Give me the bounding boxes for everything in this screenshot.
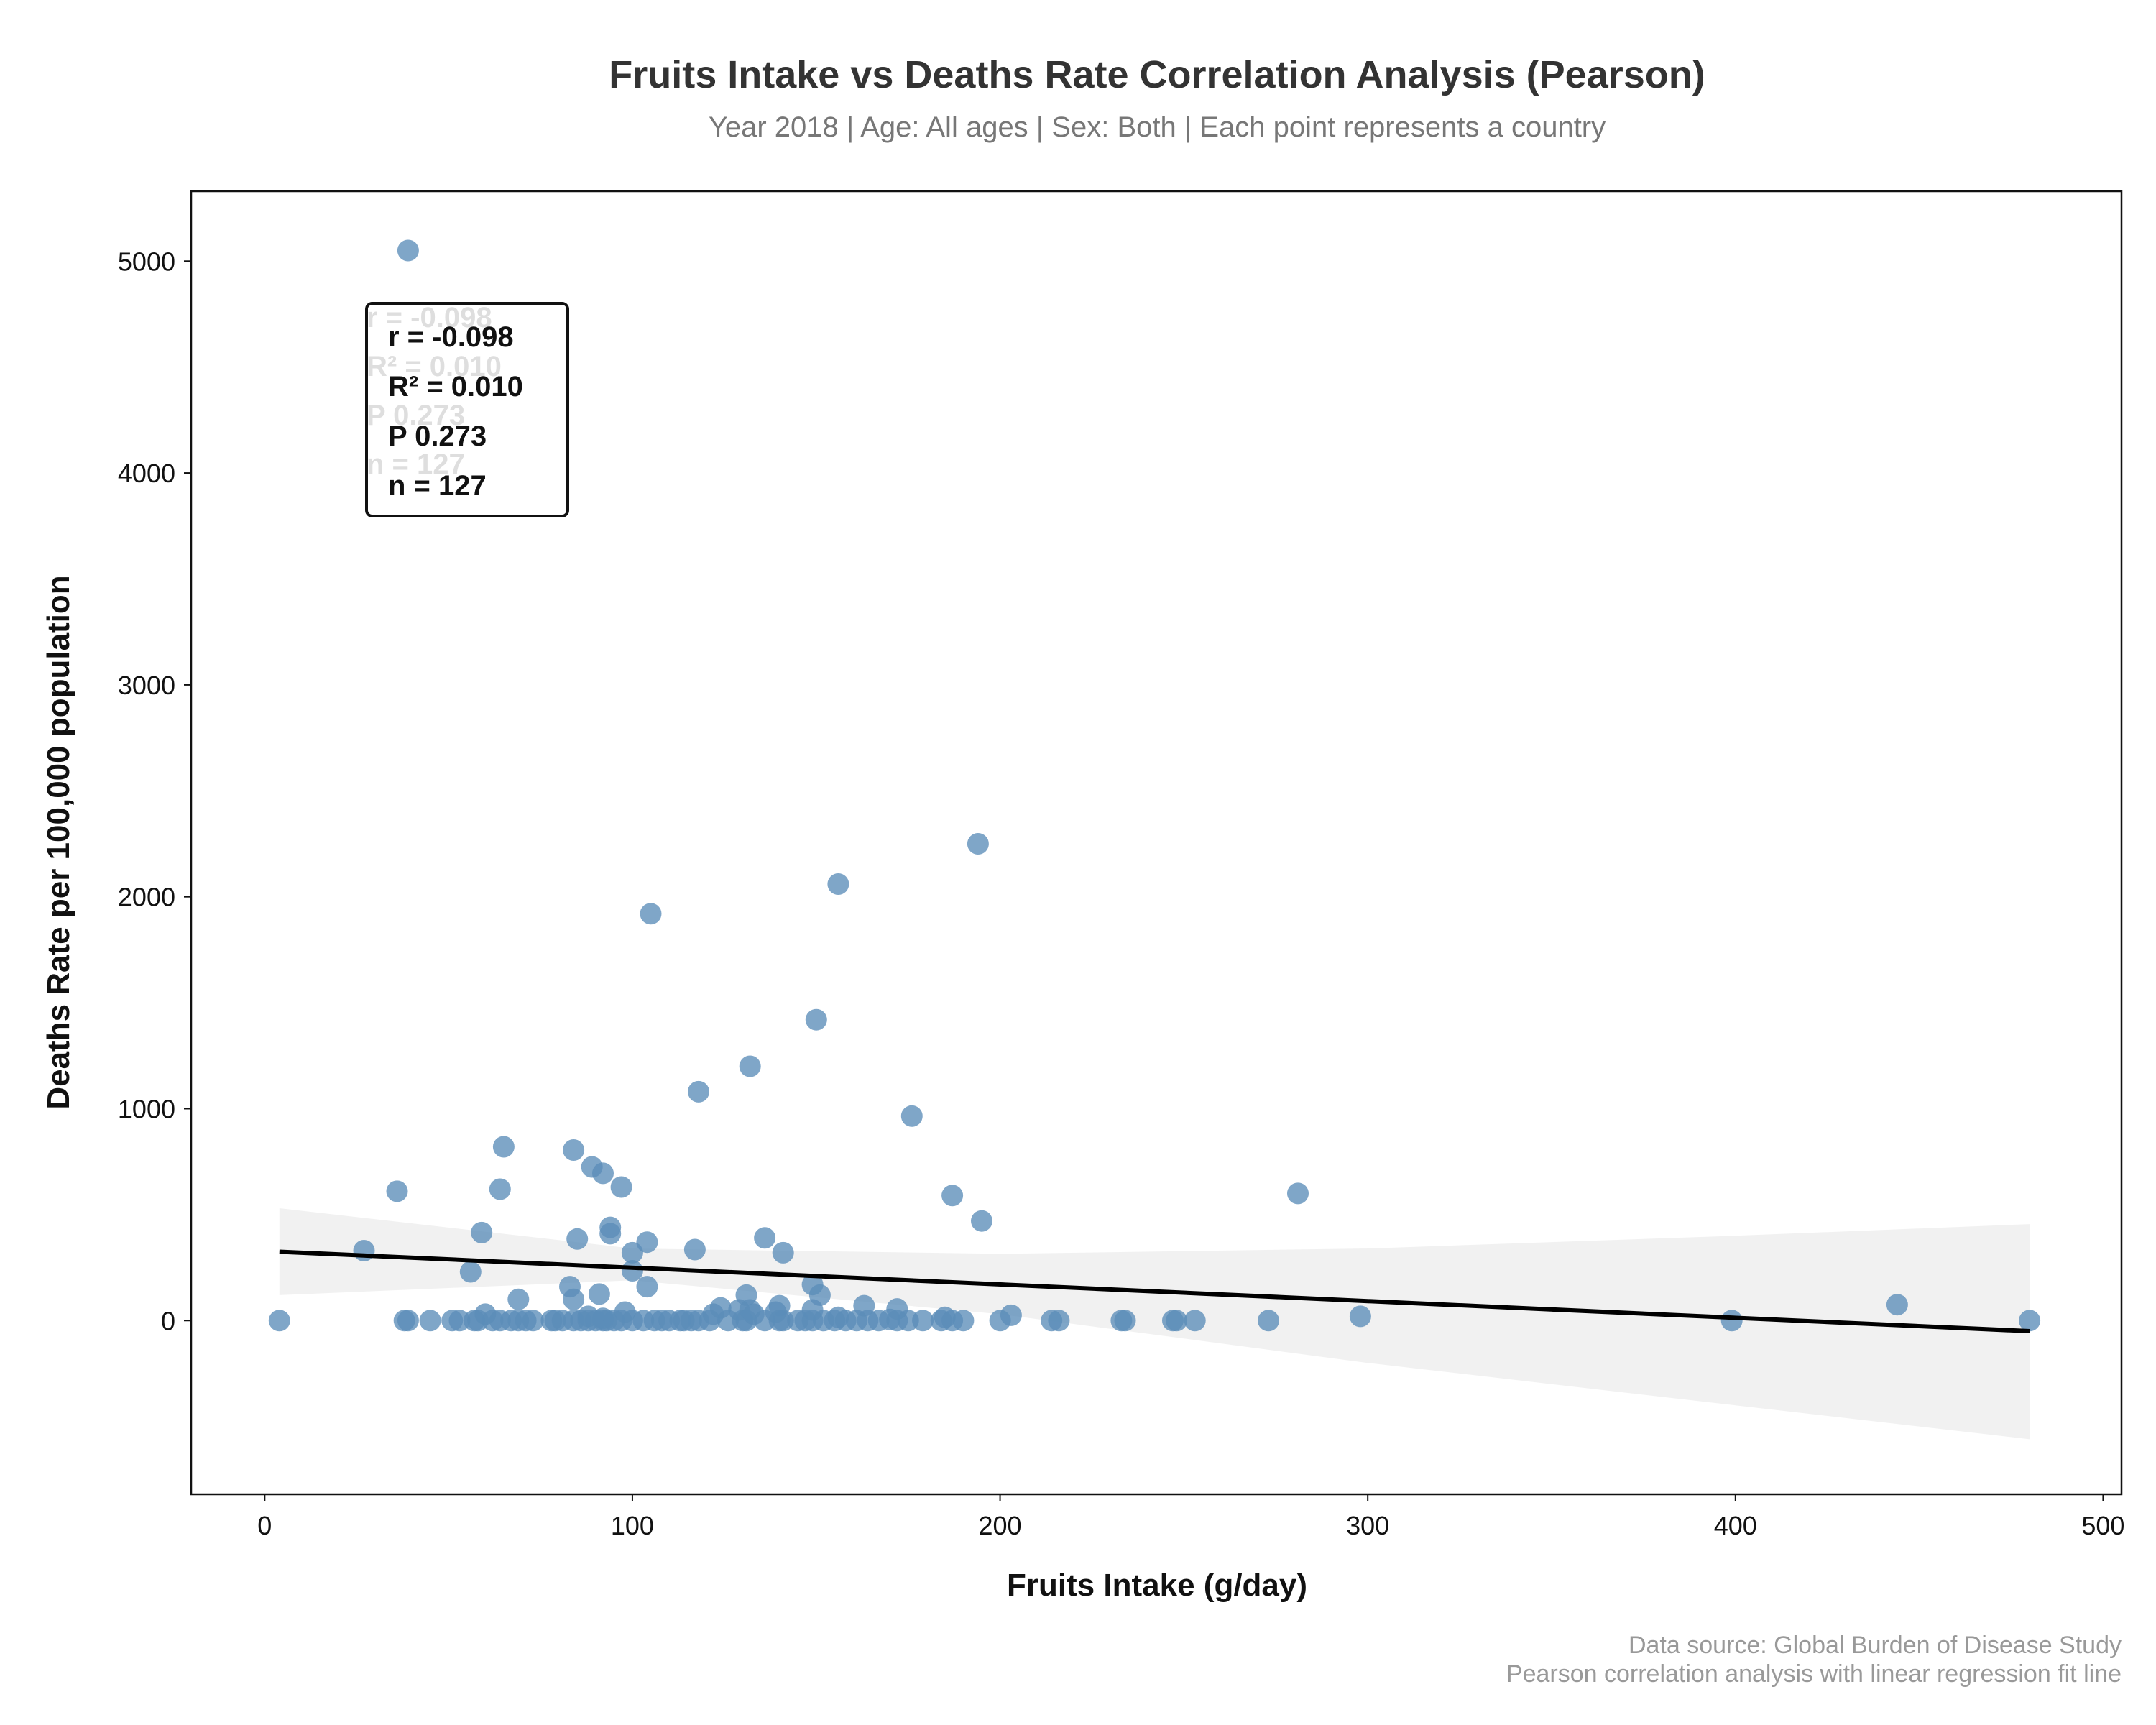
data-point [551, 1310, 573, 1332]
data-point [912, 1310, 934, 1332]
data-point [268, 1310, 290, 1332]
y-tick-label: 1000 [118, 1094, 175, 1123]
confidence-band [279, 1208, 2030, 1440]
stat-r: r = -0.098 [388, 321, 514, 353]
x-tick-label: 500 [2081, 1511, 2124, 1540]
data-point [739, 1055, 761, 1077]
data-point [1048, 1310, 1070, 1332]
data-point [1287, 1182, 1309, 1205]
data-point [1114, 1310, 1136, 1332]
data-point [471, 1221, 493, 1243]
y-axis-ticks: 0 1000 2000 3000 4000 5000 [118, 247, 191, 1335]
y-tick-label: 3000 [118, 671, 175, 700]
stat-n-ghost: n = 127 [367, 448, 465, 480]
y-tick-label: 2000 [118, 883, 175, 912]
data-point [688, 1080, 709, 1103]
data-point [2019, 1310, 2041, 1332]
x-tick-label: 300 [1346, 1511, 1389, 1540]
y-tick-label: 5000 [118, 247, 175, 276]
data-point [683, 1238, 706, 1261]
data-point [588, 1283, 610, 1305]
data-point [489, 1310, 511, 1332]
data-point [1166, 1310, 1188, 1332]
points-layer [268, 239, 2041, 1332]
stats-annotation: r = -0.098 R² = 0.010 P 0.273 n = 127 r … [365, 302, 569, 518]
data-point [658, 1310, 681, 1332]
data-point [599, 1223, 622, 1245]
data-point [397, 1310, 419, 1332]
stat-r2-ghost: R² = 0.010 [367, 351, 502, 382]
data-point [680, 1310, 702, 1332]
data-point [636, 1276, 658, 1298]
caption-source: Data source: Global Burden of Disease St… [1628, 1632, 2122, 1659]
x-tick-label: 400 [1714, 1511, 1757, 1540]
x-tick-label: 200 [979, 1511, 1022, 1540]
data-point [765, 1301, 787, 1323]
x-axis-label: Fruits Intake (g/day) [1007, 1568, 1307, 1603]
confidence-band-layer [279, 1208, 2030, 1440]
x-axis-ticks: 0 100 200 300 400 500 [257, 1494, 2124, 1540]
data-point [805, 1008, 827, 1031]
data-point [971, 1210, 992, 1232]
data-point [967, 833, 989, 855]
x-tick-label: 100 [611, 1511, 654, 1540]
data-point [900, 1105, 923, 1127]
data-point [1720, 1310, 1743, 1332]
fit-line-layer [279, 1249, 2030, 1334]
data-point [787, 1310, 809, 1332]
data-point [463, 1310, 485, 1332]
stat-r-ghost: r = -0.098 [367, 302, 492, 334]
data-point [1258, 1310, 1279, 1332]
data-point [459, 1261, 482, 1283]
data-point [867, 1310, 890, 1332]
data-point [522, 1310, 544, 1332]
data-point [742, 1303, 765, 1325]
data-point [610, 1176, 632, 1198]
data-point [577, 1305, 599, 1328]
data-point [699, 1310, 721, 1332]
chart-title: Fruits Intake vs Deaths Rate Correlation… [609, 53, 1705, 96]
data-point [754, 1227, 776, 1249]
data-point [492, 1136, 515, 1158]
data-point [386, 1180, 408, 1202]
data-point [489, 1178, 511, 1200]
data-point [507, 1288, 530, 1310]
data-point [989, 1310, 1011, 1332]
data-point [827, 873, 849, 895]
caption-method: Pearson correlation analysis with linear… [1506, 1660, 2122, 1688]
data-point [772, 1241, 794, 1264]
stats-box [365, 302, 569, 518]
y-axis-label: Deaths Rate per 100,000 population [41, 575, 76, 1109]
data-point [1349, 1305, 1371, 1328]
data-point [603, 1310, 625, 1332]
regression-fit-line [279, 1249, 2030, 1334]
stat-p: P 0.273 [388, 420, 487, 452]
data-point [941, 1184, 964, 1207]
y-tick-label: 0 [161, 1306, 175, 1335]
chart-subtitle: Year 2018 | Age: All ages | Sex: Both | … [709, 111, 1606, 143]
data-point [563, 1288, 585, 1310]
data-point [621, 1241, 643, 1264]
data-point [592, 1162, 614, 1184]
data-point [353, 1240, 375, 1261]
data-point [621, 1310, 643, 1332]
data-point [419, 1310, 441, 1332]
data-point [397, 239, 419, 262]
stat-r2: R² = 0.010 [388, 371, 523, 402]
x-tick-label: 0 [257, 1511, 272, 1540]
data-point [717, 1310, 739, 1332]
data-point [566, 1228, 589, 1250]
y-tick-label: 4000 [118, 459, 175, 488]
stat-n: n = 127 [388, 470, 487, 502]
data-point [952, 1310, 975, 1332]
data-point [563, 1139, 585, 1161]
data-point [621, 1260, 643, 1282]
data-point [1184, 1310, 1206, 1332]
stat-p-ghost: P 0.273 [367, 400, 465, 431]
data-point [640, 903, 662, 925]
data-point [824, 1310, 846, 1332]
data-point [1886, 1294, 1908, 1316]
